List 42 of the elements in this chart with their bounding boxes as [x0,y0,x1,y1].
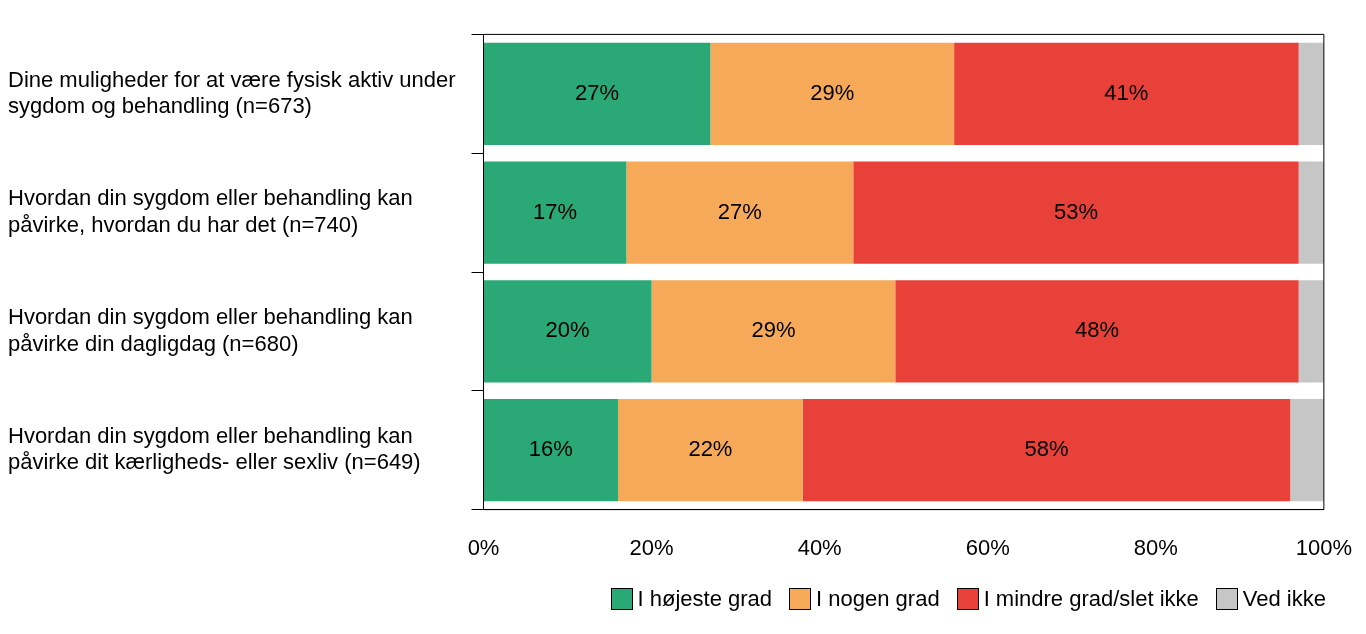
data-label: 48% [1074,317,1119,343]
x-tick-label: 40% [797,534,842,560]
bar [626,161,854,264]
legend-label: Ved ikke [1242,586,1326,612]
legend-label: I højeste grad [637,586,773,612]
data-label: 27% [574,79,619,105]
bar [1290,399,1324,502]
y-tick-label: Hvordan din sygdom eller behandling kan påvirke dit kærligheds- eller sexliv (n=649) [8,423,421,475]
legend-label: I mindre grad/slet ikke [983,586,1199,612]
bar [483,399,618,502]
x-tick-label: 80% [1133,534,1178,560]
y-tick-label: Hvordan din sygdom eller behandling kan påvirke, hvordan du har det (n=740) [8,185,413,237]
x-tick-label: 20% [629,534,674,560]
bar [954,42,1299,145]
bar [710,42,955,145]
bar [895,280,1299,383]
bar [1298,42,1324,145]
data-label: 29% [751,317,796,343]
data-label: 22% [688,436,733,462]
bar [1298,280,1324,383]
x-tick-label: 0% [467,534,500,560]
data-label: 58% [1024,436,1069,462]
legend-label: I nogen grad [816,586,940,612]
data-label: 53% [1053,198,1098,224]
bar [1298,161,1324,264]
bar [853,161,1299,264]
data-label: 17% [532,198,577,224]
x-tick-label: 60% [965,534,1010,560]
bar [651,280,896,383]
data-label: 41% [1104,79,1149,105]
bar [483,280,652,383]
bar [802,399,1291,502]
bar [617,399,803,502]
data-label: 29% [810,79,855,105]
bar [483,161,627,264]
y-tick-label: Hvordan din sygdom eller behandling kan påvirke din dagligdag (n=680) [8,304,413,356]
data-label: 20% [545,317,590,343]
bar [483,42,711,145]
data-label: 16% [528,436,573,462]
x-tick-label: 100% [1295,534,1353,560]
data-label: 27% [717,198,762,224]
y-tick-label: Dine muligheder for at være fysisk aktiv under sygdom og behandling (n=673) [8,66,456,119]
